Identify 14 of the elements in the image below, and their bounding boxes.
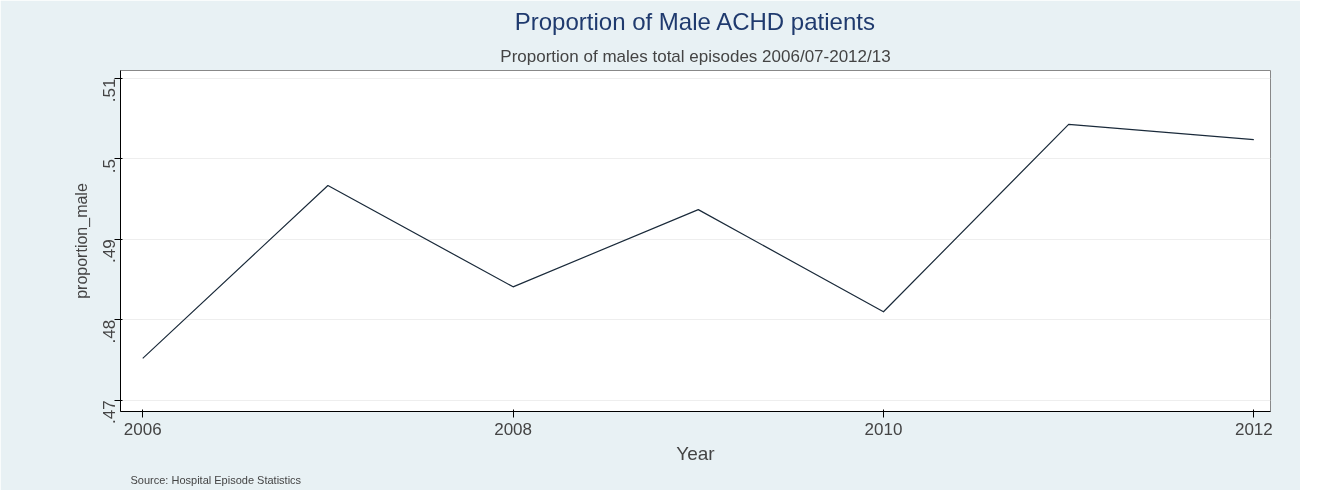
x-tick-label: 2006	[123, 419, 162, 439]
chart-title: Proportion of Male ACHD patients	[514, 7, 875, 35]
x-tick-label: 2012	[1234, 419, 1273, 439]
x-tick-label: 2008	[494, 419, 533, 439]
y-tick-label: .51	[100, 78, 120, 103]
y-tick-label: .48	[100, 319, 120, 344]
x-tick-label: 2010	[864, 419, 903, 439]
y-axis-title: proportion_male	[72, 183, 91, 299]
y-tick-label: .49	[100, 239, 120, 264]
y-tick-label: .47	[100, 400, 120, 424]
source-note: Source: Hospital Episode Statistics	[130, 473, 302, 486]
x-axis-title: Year	[676, 442, 716, 464]
chart-subtitle: Proportion of males total episodes 2006/07-2012/13	[500, 46, 891, 66]
y-tick-label: .5	[100, 158, 120, 174]
